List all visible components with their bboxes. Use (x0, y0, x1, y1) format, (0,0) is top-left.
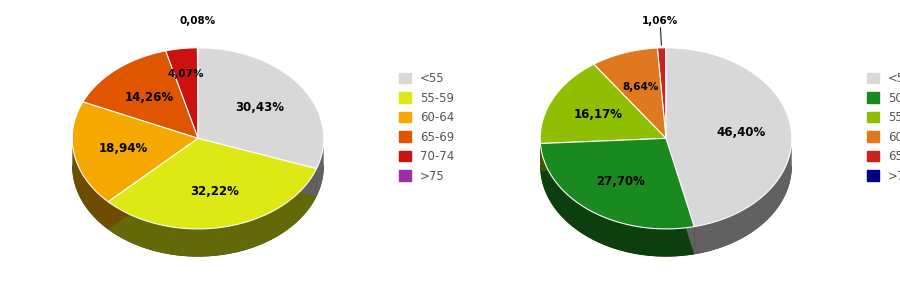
Polygon shape (540, 138, 666, 171)
Text: 4,07%: 4,07% (167, 69, 204, 79)
Polygon shape (540, 166, 792, 257)
Polygon shape (198, 48, 324, 169)
Text: 14,26%: 14,26% (124, 91, 174, 104)
Polygon shape (198, 138, 317, 196)
Text: 32,22%: 32,22% (190, 185, 239, 198)
Polygon shape (657, 48, 666, 138)
Polygon shape (666, 138, 694, 254)
Text: 18,94%: 18,94% (99, 142, 148, 155)
Polygon shape (540, 143, 694, 257)
Polygon shape (108, 169, 317, 257)
Legend: <55, 55-59, 60-64, 65-69, 70-74, >75: <55, 55-59, 60-64, 65-69, 70-74, >75 (399, 72, 454, 183)
Text: 16,17%: 16,17% (573, 108, 623, 121)
Polygon shape (166, 48, 198, 138)
Polygon shape (108, 138, 198, 230)
Text: 1,06%: 1,06% (642, 16, 679, 26)
Polygon shape (540, 138, 694, 229)
Polygon shape (83, 51, 198, 138)
Text: 0,08%: 0,08% (179, 16, 216, 26)
Text: 8,64%: 8,64% (623, 82, 659, 92)
Polygon shape (666, 138, 694, 254)
Polygon shape (108, 138, 198, 230)
Polygon shape (108, 138, 317, 229)
Polygon shape (540, 64, 666, 143)
Polygon shape (694, 136, 792, 254)
Polygon shape (317, 134, 324, 196)
Legend: <50, 50-54, 55-59, 60-64, 65-69, >70: <50, 50-54, 55-59, 60-64, 65-69, >70 (867, 72, 900, 183)
Text: 30,43%: 30,43% (235, 100, 284, 113)
Polygon shape (540, 138, 666, 171)
Polygon shape (72, 134, 108, 230)
Polygon shape (198, 138, 317, 196)
Polygon shape (72, 102, 198, 202)
Text: 46,40%: 46,40% (716, 126, 766, 139)
Polygon shape (666, 48, 792, 227)
Text: 27,70%: 27,70% (597, 175, 645, 188)
Polygon shape (594, 48, 666, 138)
Polygon shape (72, 166, 324, 257)
